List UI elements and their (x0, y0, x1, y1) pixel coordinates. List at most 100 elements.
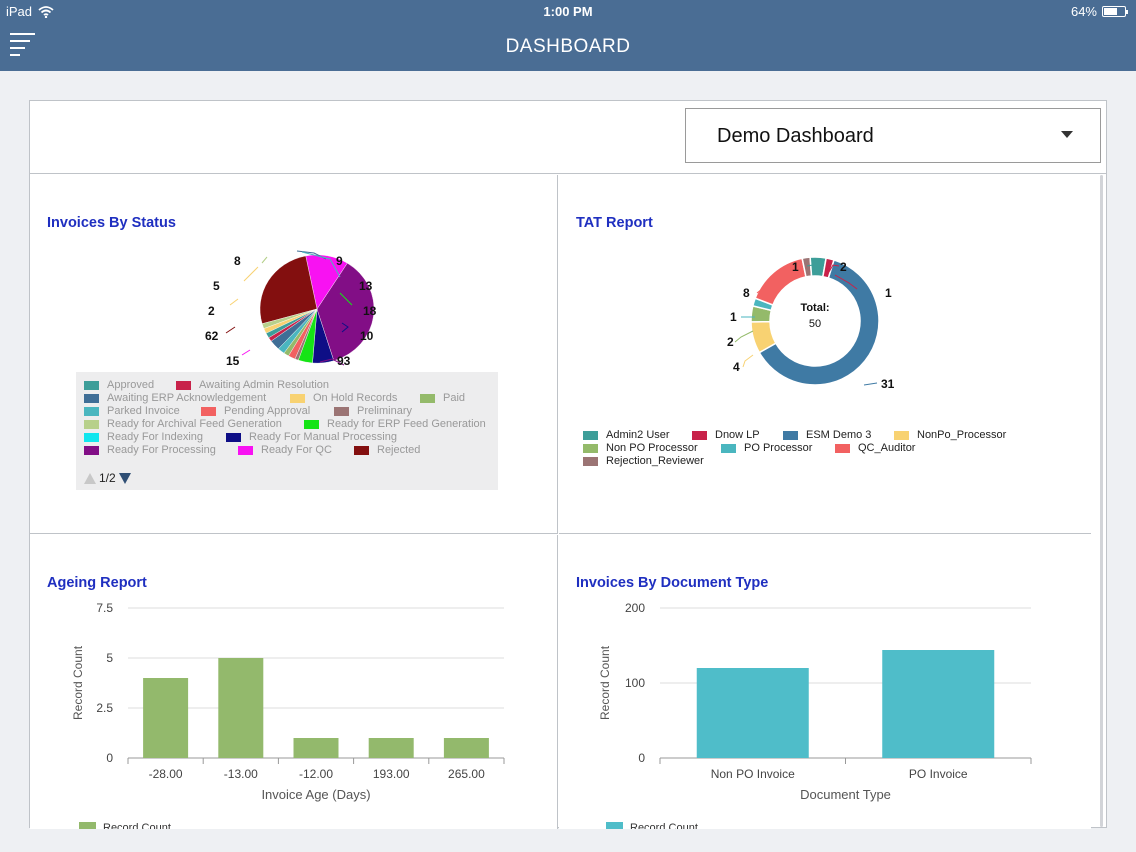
legend-label: Ready For Processing (107, 444, 216, 456)
bar[interactable] (368, 738, 414, 758)
wifi-icon (38, 5, 54, 18)
legend-item[interactable]: Admin2 User (583, 429, 670, 441)
pie-slice[interactable] (298, 308, 318, 364)
legend-label: QC_Auditor (858, 442, 916, 454)
x-tick-label: -13.00 (224, 767, 258, 781)
y-tick-label: 0 (106, 751, 113, 765)
dashboard-frame: Demo Dashboard Invoices By Status 8 (29, 100, 1107, 829)
legend-swatch (420, 393, 435, 403)
scrollbar[interactable] (1100, 175, 1103, 827)
pager-up-icon[interactable] (84, 472, 96, 484)
pie-label: 13 (359, 279, 373, 293)
tat-legend: Admin2 User Dnow LP ESM Demo 3 NonPo_Proces… (583, 429, 1083, 479)
page-title: DASHBOARD (505, 36, 631, 57)
legend-item[interactable]: Awaiting Admin Resolution (176, 379, 329, 391)
legend-swatch (583, 430, 598, 440)
legend-item[interactable]: QC_Auditor (835, 442, 915, 454)
panel-title: Invoices By Document Type (576, 575, 769, 591)
legend-swatch (84, 380, 99, 390)
donut-label: 4 (733, 360, 740, 374)
legend-label: Preliminary (357, 405, 413, 417)
legend-item[interactable]: Ready For Indexing (84, 431, 203, 443)
legend-item[interactable]: Dnow LP (692, 429, 760, 441)
legend-item[interactable]: Paid (420, 392, 465, 404)
legend-item[interactable]: Preliminary (334, 405, 412, 417)
pie-label: 18 (363, 304, 377, 318)
legend-swatch (84, 406, 99, 416)
donut-slice[interactable] (821, 257, 835, 279)
legend-label: Non PO Processor (606, 442, 698, 454)
legend-item[interactable]: Pending Approval (201, 405, 310, 417)
pie-label: 15 (226, 354, 240, 368)
panel-title: Ageing Report (47, 575, 147, 591)
legend-label: PO Processor (744, 442, 813, 454)
pie-label: 62 (205, 329, 219, 343)
menu-button[interactable] (10, 30, 38, 58)
legend-swatch (334, 406, 349, 416)
legend-item[interactable]: NonPo_Processor (894, 429, 1006, 441)
donut-label: 1 (885, 286, 892, 300)
status-legend: Approved Awaiting Admin Resolution Awaitin… (76, 372, 498, 490)
donut-label: 1 (792, 260, 799, 274)
pie-leader-lines (225, 250, 353, 366)
bar[interactable] (443, 738, 489, 758)
legend-item[interactable]: Rejection_Reviewer (583, 455, 704, 467)
status-pie-chart: 8 9 5 13 18 2 10 62 15 93 (205, 250, 377, 368)
y-tick-label: 5 (106, 651, 113, 665)
legend-label: Ready for ERP Feed Generation (327, 418, 486, 430)
pie-slice[interactable] (259, 255, 318, 324)
status-time: 1:00 PM (543, 4, 593, 19)
legend-item[interactable]: Ready for ERP Feed Generation (304, 418, 486, 430)
legend-label: Ready For QC (261, 444, 332, 456)
tat-report-panel: TAT Report Total: 50 1 2 1 8 1 2 (559, 175, 1091, 534)
document-type-bar-chart: 0 100 200 Non PO Invoice PO Invoice Document … (598, 601, 1032, 829)
legend-label: Paid (443, 392, 466, 404)
legend-label: Rejection_Reviewer (606, 455, 704, 467)
legend-pager: 1/2 (84, 471, 131, 485)
legend-swatch (226, 432, 241, 442)
legend-item[interactable]: Parked Invoice (84, 405, 180, 417)
pie-label: 2 (208, 304, 215, 318)
bar[interactable] (293, 738, 339, 758)
pie-label: 93 (337, 354, 351, 368)
y-tick-label: 2.5 (96, 701, 113, 715)
bar[interactable] (143, 678, 189, 758)
legend-item[interactable]: ESM Demo 3 (783, 429, 871, 441)
panel-title: TAT Report (576, 215, 653, 231)
x-tick-label: PO Invoice (909, 767, 968, 781)
legend-item[interactable]: Awaiting ERP Acknowledgement (84, 392, 266, 404)
legend-item[interactable]: Ready For Manual Processing (226, 431, 397, 443)
legend-item[interactable]: Rejected (354, 444, 420, 456)
legend-item[interactable]: Ready For QC (238, 444, 332, 456)
battery-percent: 64% (1070, 4, 1097, 19)
legend-label: NonPo_Processor (917, 429, 1007, 441)
y-tick-label: 0 (638, 751, 645, 765)
pager-down-icon[interactable] (118, 472, 131, 484)
legend-item[interactable]: PO Processor (721, 442, 812, 454)
status-left: iPad (6, 4, 54, 19)
ageing-bar-chart: 0 2.5 5 7.5 -28.00 -13.00 -12.00 193.00 265.00 In… (71, 601, 505, 829)
panel-title: Invoices By Status (47, 215, 176, 231)
invoices-by-status-panel: Invoices By Status 8 9 5 13 18 (30, 175, 558, 534)
legend-item[interactable]: Approved (84, 379, 154, 391)
legend-item[interactable]: On Hold Records (290, 392, 397, 404)
donut-slice[interactable] (758, 258, 880, 386)
bar[interactable] (882, 650, 995, 758)
x-axis-label: Invoice Age (Days) (261, 787, 370, 802)
legend-item[interactable]: Ready For Processing (84, 444, 216, 456)
legend-label: Ready For Indexing (107, 431, 203, 443)
pie-label: 8 (234, 254, 241, 268)
menu-icon (10, 47, 25, 49)
status-bar: iPad 1:00 PM 64% (0, 0, 1136, 24)
bar[interactable] (696, 668, 809, 758)
legend-swatch (721, 443, 736, 453)
legend-item[interactable]: Non PO Processor (583, 442, 698, 454)
legend-label: On Hold Records (313, 392, 398, 404)
y-axis-label: Record Count (71, 645, 85, 720)
bar[interactable] (218, 658, 264, 758)
legend-label: Record Count (103, 822, 171, 829)
nav-bar: DASHBOARD (0, 24, 1136, 71)
legend-item[interactable]: Ready for Archival Feed Generation (84, 418, 282, 430)
donut-label: 31 (881, 377, 895, 391)
dashboard-select[interactable]: Demo Dashboard (685, 108, 1101, 163)
